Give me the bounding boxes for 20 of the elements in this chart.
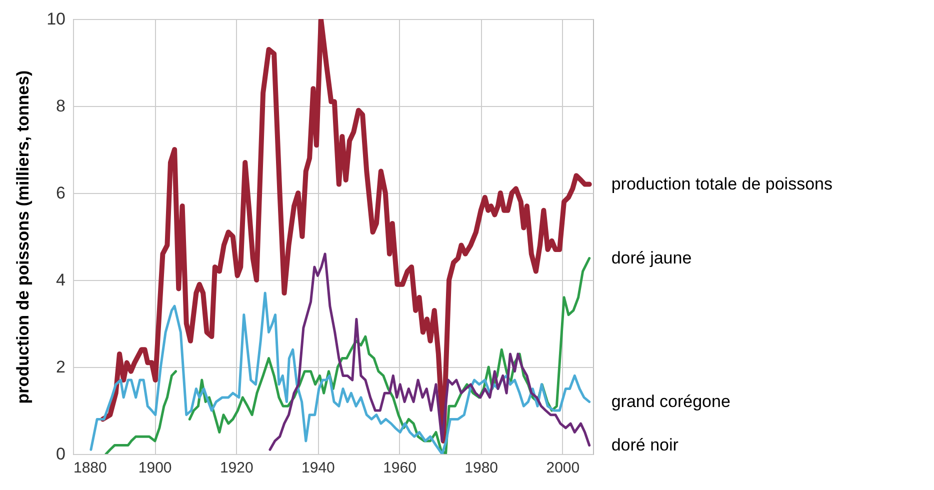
y-tick-label: 0 <box>56 444 66 464</box>
x-tick-label: 1940 <box>302 460 335 476</box>
series-label: doré jaune <box>611 248 692 268</box>
y-axis-title: production de poissons (milliers, tonnes) <box>14 70 33 404</box>
x-tick-label: 1960 <box>383 460 416 476</box>
x-tick-label: 1880 <box>74 460 107 476</box>
y-tick-label: 2 <box>56 358 66 376</box>
y-tick-label: 8 <box>56 96 66 116</box>
series-label: grand corégone <box>611 392 730 411</box>
y-tick-label: 4 <box>56 270 66 290</box>
line-series <box>90 292 591 454</box>
line-series <box>268 252 591 451</box>
series-label: doré noir <box>611 435 679 454</box>
x-tick-label: 1920 <box>220 460 254 476</box>
x-tick-label: 2000 <box>546 460 580 476</box>
x-tick-label: 1980 <box>464 460 498 476</box>
series-label: production totale de poissons <box>611 174 832 194</box>
y-tick-label: 10 <box>46 10 66 28</box>
y-tick-label: 6 <box>56 184 66 202</box>
x-tick-label: 1900 <box>138 460 172 476</box>
